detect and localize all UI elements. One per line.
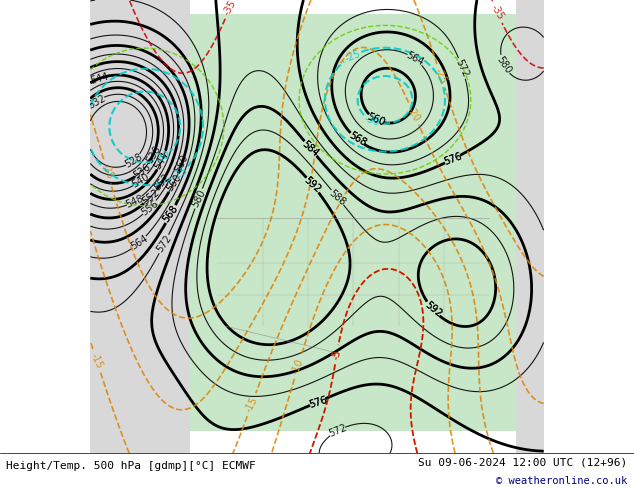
Text: -15: -15 bbox=[243, 395, 260, 414]
Text: -10: -10 bbox=[290, 358, 306, 376]
Text: © weatheronline.co.uk: © weatheronline.co.uk bbox=[496, 476, 628, 486]
Text: 568: 568 bbox=[347, 130, 368, 148]
Text: -35: -35 bbox=[222, 0, 238, 17]
Text: 560: 560 bbox=[164, 172, 183, 194]
Text: -5: -5 bbox=[331, 349, 343, 361]
FancyBboxPatch shape bbox=[517, 0, 543, 453]
Text: 588: 588 bbox=[327, 188, 347, 207]
Text: 528: 528 bbox=[123, 151, 144, 170]
Text: 532: 532 bbox=[86, 93, 107, 110]
Text: -25: -25 bbox=[100, 162, 115, 181]
Text: -15: -15 bbox=[89, 351, 105, 370]
Text: 584: 584 bbox=[301, 139, 321, 158]
Text: 552: 552 bbox=[152, 172, 172, 192]
Text: 544: 544 bbox=[89, 71, 110, 86]
Text: 580: 580 bbox=[190, 188, 207, 209]
Text: -20: -20 bbox=[405, 104, 422, 123]
Text: -30: -30 bbox=[363, 114, 382, 128]
Text: 584: 584 bbox=[301, 139, 321, 158]
Text: -5: -5 bbox=[331, 349, 343, 361]
Text: 564: 564 bbox=[404, 50, 425, 68]
Text: 568: 568 bbox=[161, 204, 180, 224]
Text: 544: 544 bbox=[153, 150, 171, 171]
Text: 576: 576 bbox=[307, 394, 328, 410]
Text: 548: 548 bbox=[124, 193, 145, 210]
Text: -25: -25 bbox=[433, 67, 449, 85]
Text: 576: 576 bbox=[443, 151, 463, 167]
Text: 592: 592 bbox=[423, 299, 443, 319]
Text: 540: 540 bbox=[130, 172, 151, 190]
Text: 572: 572 bbox=[155, 234, 174, 255]
Text: 572: 572 bbox=[327, 423, 348, 439]
Text: -35: -35 bbox=[489, 3, 505, 22]
Text: -30: -30 bbox=[153, 150, 171, 165]
Text: -25: -25 bbox=[171, 165, 189, 182]
Text: 560: 560 bbox=[366, 112, 387, 128]
Text: 572: 572 bbox=[454, 58, 470, 79]
Text: Su 09-06-2024 12:00 UTC (12+96): Su 09-06-2024 12:00 UTC (12+96) bbox=[418, 458, 628, 467]
Text: 576: 576 bbox=[307, 394, 328, 410]
FancyBboxPatch shape bbox=[91, 0, 190, 453]
Text: 556: 556 bbox=[139, 198, 160, 217]
Text: 568: 568 bbox=[347, 130, 368, 148]
Text: 560: 560 bbox=[173, 153, 190, 174]
Text: 552: 552 bbox=[140, 187, 161, 207]
Text: -25: -25 bbox=[343, 49, 362, 64]
FancyBboxPatch shape bbox=[190, 14, 517, 431]
Text: 580: 580 bbox=[495, 55, 514, 75]
Text: 568: 568 bbox=[161, 204, 180, 224]
Text: 564: 564 bbox=[129, 233, 150, 252]
Text: 560: 560 bbox=[366, 112, 387, 128]
Text: 576: 576 bbox=[443, 151, 463, 167]
Text: Height/Temp. 500 hPa [gdmp][°C] ECMWF: Height/Temp. 500 hPa [gdmp][°C] ECMWF bbox=[6, 461, 256, 471]
Text: 592: 592 bbox=[302, 175, 323, 195]
Text: 592: 592 bbox=[302, 175, 323, 195]
Text: 536: 536 bbox=[131, 161, 152, 180]
Text: 536: 536 bbox=[144, 144, 162, 165]
Text: 592: 592 bbox=[423, 299, 443, 319]
